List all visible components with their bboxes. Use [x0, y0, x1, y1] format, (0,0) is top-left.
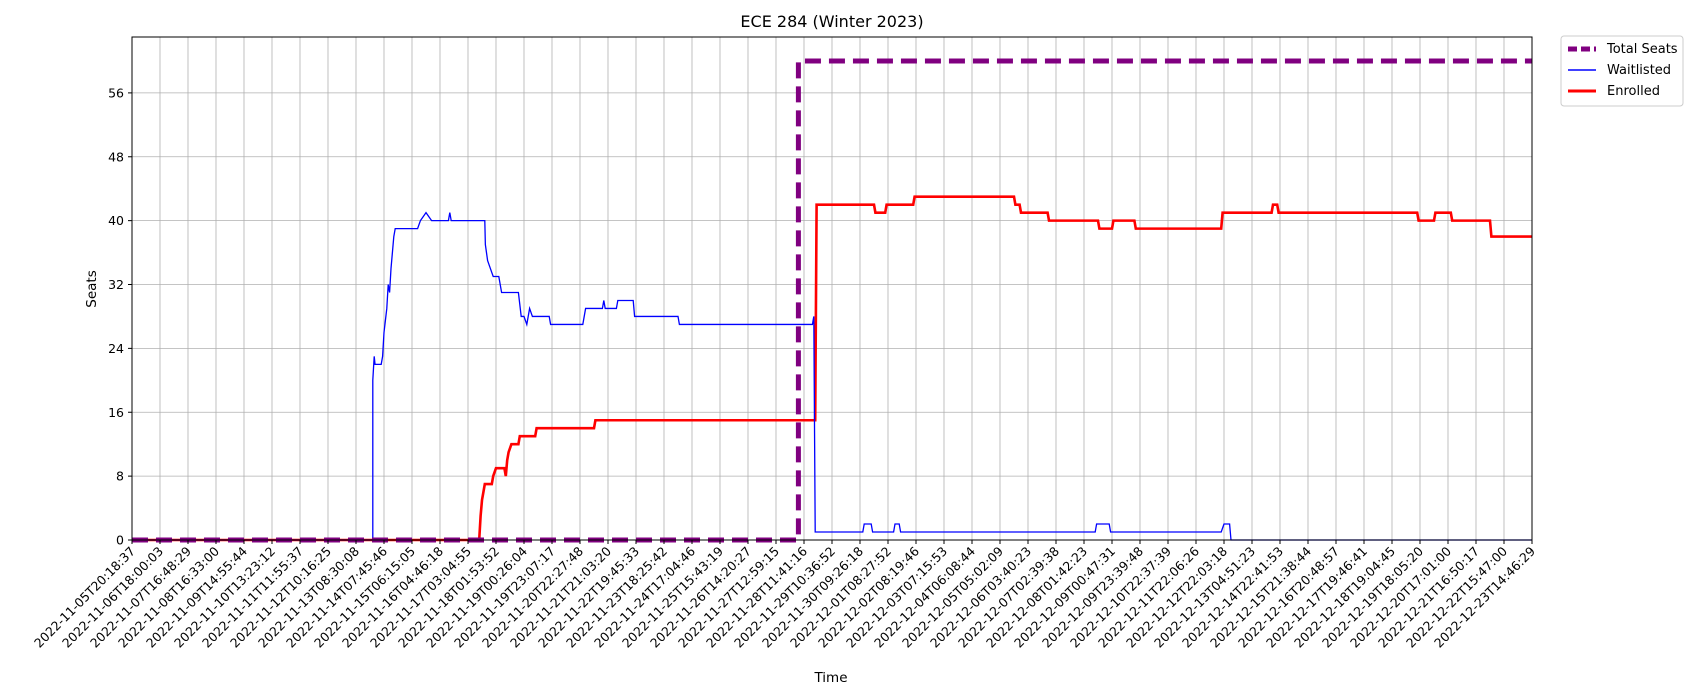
x-axis: 2022-11-05T20:18:372022-11-06T18:00:0320… — [31, 540, 1538, 651]
legend-label-total-seats: Total Seats — [1606, 42, 1678, 57]
y-tick-label: 0 — [116, 533, 124, 548]
grid-layer — [131, 37, 1533, 541]
y-tick-label: 32 — [108, 277, 124, 292]
y-axis-label: Seats — [84, 270, 100, 307]
y-tick-label: 24 — [108, 341, 124, 356]
legend-box — [1560, 35, 1684, 107]
y-tick-label: 48 — [108, 149, 124, 164]
series-layer — [132, 58, 1532, 543]
series-line-total-seats — [132, 58, 1532, 543]
x-axis-label: Time — [813, 670, 847, 686]
series-line-enrolled — [132, 195, 1532, 542]
y-tick-label: 40 — [108, 213, 124, 228]
series-line-waitlisted — [132, 211, 1532, 541]
y-tick-label: 16 — [108, 405, 124, 420]
legend-label-waitlisted: Waitlisted — [1607, 63, 1671, 78]
y-axis: 0 8 16 24 32 40 48 56 — [108, 85, 132, 548]
chart-title: ECE 284 (Winter 2023) — [740, 12, 923, 31]
y-tick-label: 8 — [116, 469, 124, 484]
legend-label-enrolled: Enrolled — [1607, 84, 1660, 99]
y-tick-label: 56 — [108, 85, 124, 100]
legend: Total Seats Waitlisted Enrolled — [1560, 35, 1684, 107]
